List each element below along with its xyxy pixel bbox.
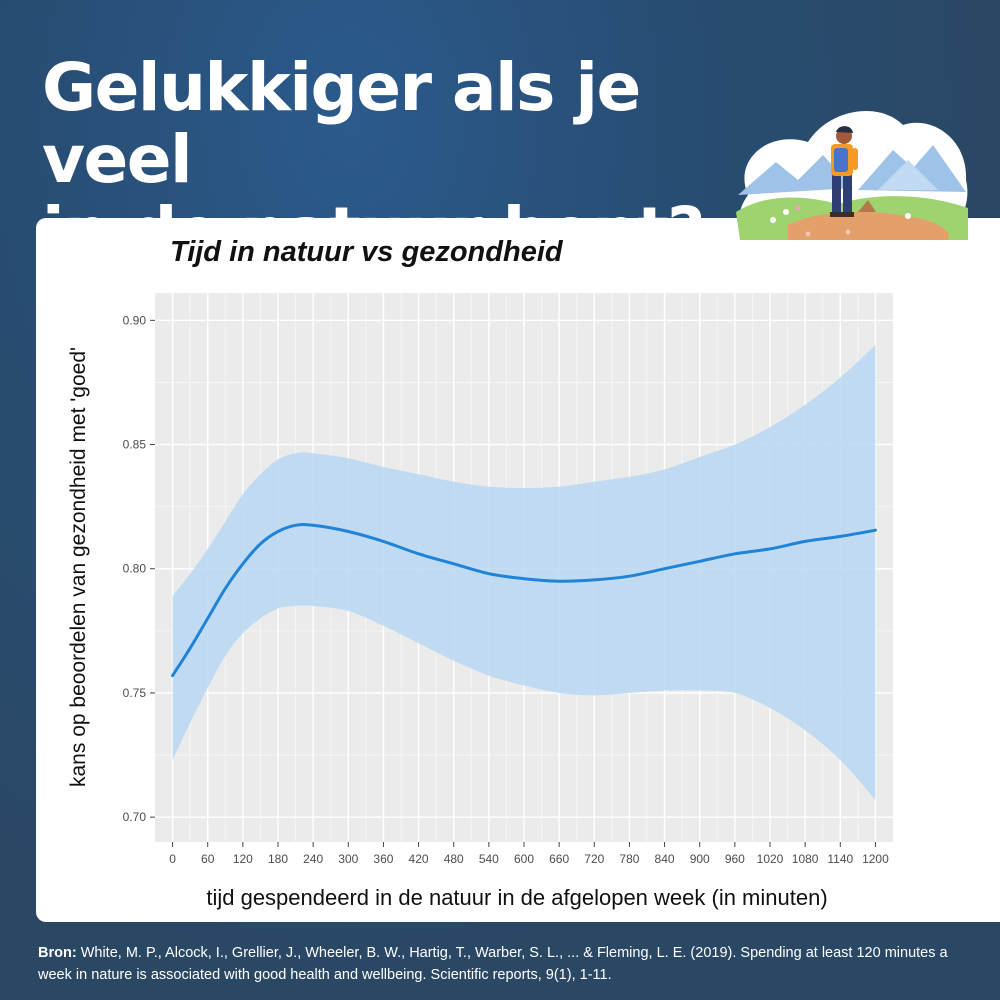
x-axis-label: tijd gespendeerd in de natuur in de afge… xyxy=(206,885,827,910)
x-tick-label: 960 xyxy=(725,852,745,866)
x-tick-label: 840 xyxy=(655,852,675,866)
source-label: Bron: xyxy=(38,945,77,961)
x-tick-label: 480 xyxy=(444,852,464,866)
y-tick-label: 0.85 xyxy=(123,438,147,452)
y-tick-label: 0.90 xyxy=(123,313,147,327)
x-tick-label: 540 xyxy=(479,852,499,866)
chart-title: Tijd in natuur vs gezondheid xyxy=(170,236,563,268)
source-citation: Bron: White, M. P., Alcock, I., Grellier… xyxy=(38,942,968,986)
x-tick-label: 660 xyxy=(549,852,569,866)
x-tick-label: 360 xyxy=(373,852,393,866)
x-tick-label: 120 xyxy=(233,852,253,866)
x-tick-label: 180 xyxy=(268,852,288,866)
x-tick-label: 420 xyxy=(409,852,429,866)
x-tick-label: 1200 xyxy=(862,852,889,866)
x-tick-label: 600 xyxy=(514,852,534,866)
confidence-band xyxy=(172,345,876,800)
y-tick-label: 0.80 xyxy=(123,562,147,576)
x-tick-label: 1080 xyxy=(792,852,819,866)
hiker-nature-icon xyxy=(736,110,968,240)
source-text: White, M. P., Alcock, I., Grellier, J., … xyxy=(38,945,948,983)
x-tick-label: 240 xyxy=(303,852,323,866)
y-tick-label: 0.70 xyxy=(123,810,147,824)
page-title-line-1: Gelukkiger als je veel xyxy=(42,49,641,198)
y-tick-label: 0.75 xyxy=(123,686,147,700)
x-tick-label: 780 xyxy=(619,852,639,866)
x-tick-label: 60 xyxy=(201,852,215,866)
y-axis-label: kans op beoordelen van gezondheid met 'g… xyxy=(67,347,90,787)
x-tick-label: 720 xyxy=(584,852,604,866)
x-tick-label: 0 xyxy=(169,852,176,866)
x-tick-label: 300 xyxy=(338,852,358,866)
x-tick-label: 1020 xyxy=(757,852,784,866)
x-tick-label: 1140 xyxy=(827,852,853,866)
series-line xyxy=(171,522,877,678)
x-tick-label: 900 xyxy=(690,852,710,866)
